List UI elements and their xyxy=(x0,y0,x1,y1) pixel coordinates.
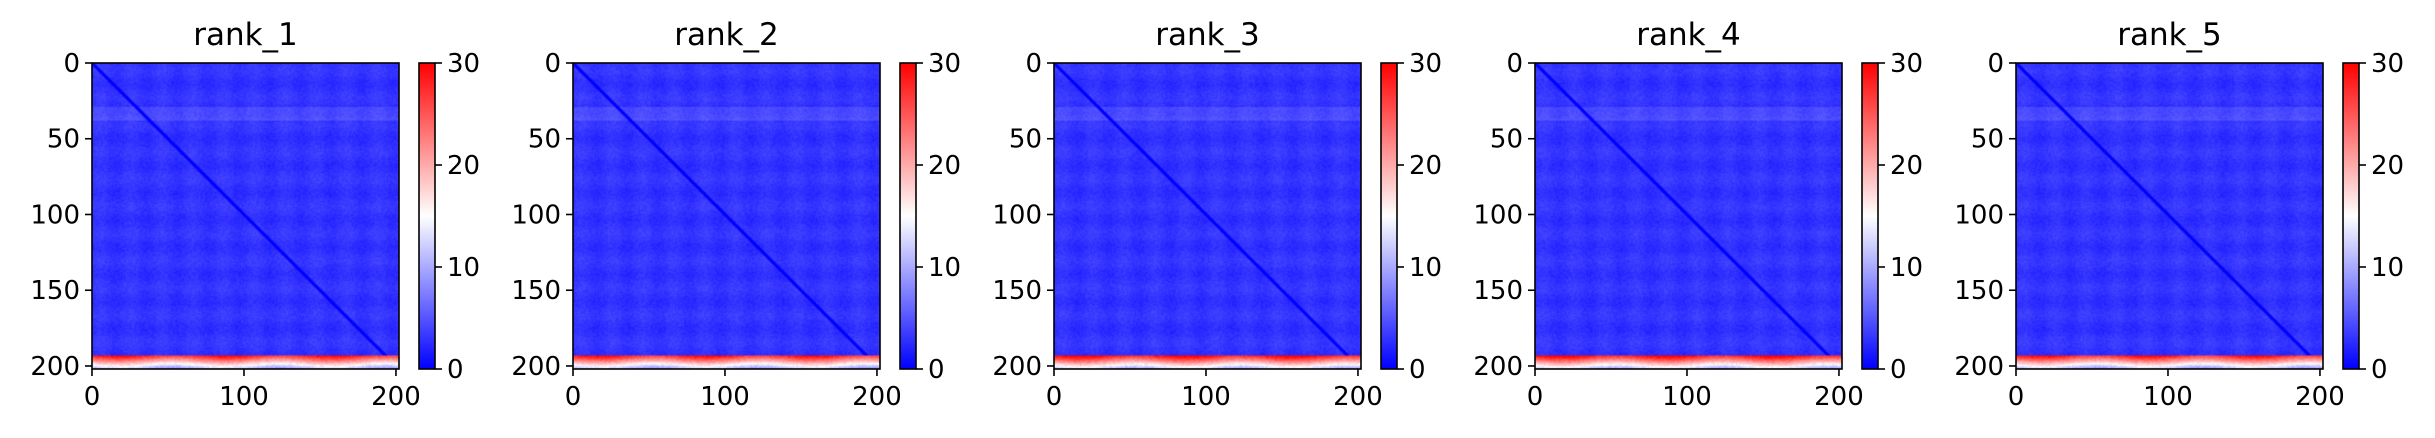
y-tick-label: 200 xyxy=(30,352,80,382)
colorbar-tick-label: 10 xyxy=(928,253,961,283)
y-tick-label: 0 xyxy=(63,49,80,79)
y-tick-label: 200 xyxy=(1954,352,2004,382)
colorbar-tick-label: 0 xyxy=(2371,355,2388,385)
y-tick-label: 0 xyxy=(544,49,561,79)
x-tick-label: 0 xyxy=(2008,382,2025,412)
x-tick-label: 200 xyxy=(371,382,421,412)
y-tick-label: 50 xyxy=(47,125,80,155)
colorbar-tick-label: 20 xyxy=(447,151,480,181)
colorbar-tick-label: 20 xyxy=(928,151,961,181)
x-tick-label: 100 xyxy=(1181,382,1231,412)
panel-title: rank_3 xyxy=(1155,17,1260,53)
panel-title: rank_4 xyxy=(1636,17,1741,53)
y-tick-label: 50 xyxy=(1009,125,1042,155)
x-tick-label: 100 xyxy=(2143,382,2193,412)
heatmap-image xyxy=(92,63,399,369)
y-tick-label: 150 xyxy=(1954,276,2004,306)
x-tick-label: 200 xyxy=(1814,382,1864,412)
colorbar-tick-label: 30 xyxy=(2371,49,2404,79)
plot-frame xyxy=(1534,62,1843,370)
colorbar-frame xyxy=(1380,62,1398,370)
x-tick-label: 100 xyxy=(219,382,269,412)
colorbar-tick-label: 10 xyxy=(447,253,480,283)
y-tick-label: 50 xyxy=(528,125,561,155)
x-tick-label: 100 xyxy=(1662,382,1712,412)
y-tick-label: 100 xyxy=(992,200,1042,230)
x-tick-label: 0 xyxy=(1046,382,1063,412)
y-tick-label: 100 xyxy=(1473,200,1523,230)
x-tick-label: 0 xyxy=(84,382,101,412)
colorbar xyxy=(1862,63,1878,369)
colorbar-tick-label: 20 xyxy=(1890,151,1923,181)
colorbar-tick-label: 20 xyxy=(1409,151,1442,181)
y-tick-label: 150 xyxy=(992,276,1042,306)
x-tick-label: 200 xyxy=(2295,382,2345,412)
colorbar xyxy=(1381,63,1397,369)
plot-frame xyxy=(1053,62,1362,370)
heatmap-image xyxy=(2016,63,2323,369)
x-tick-label: 0 xyxy=(565,382,582,412)
y-tick-label: 0 xyxy=(1987,49,2004,79)
panel-title: rank_5 xyxy=(2117,17,2222,53)
y-tick-label: 50 xyxy=(1971,125,2004,155)
colorbar-tick-label: 10 xyxy=(1890,253,1923,283)
panel-title: rank_2 xyxy=(674,17,779,53)
heatmap-image xyxy=(1054,63,1361,369)
colorbar-tick-label: 10 xyxy=(1409,253,1442,283)
colorbar-tick-label: 20 xyxy=(2371,151,2404,181)
y-tick-label: 0 xyxy=(1506,49,1523,79)
y-tick-label: 150 xyxy=(511,276,561,306)
x-tick-label: 100 xyxy=(700,382,750,412)
colorbar-tick-label: 30 xyxy=(447,49,480,79)
colorbar-tick-label: 10 xyxy=(2371,253,2404,283)
y-tick-label: 0 xyxy=(1025,49,1042,79)
colorbar-tick-label: 0 xyxy=(1890,355,1907,385)
colorbar-tick-label: 30 xyxy=(928,49,961,79)
x-tick-label: 200 xyxy=(852,382,902,412)
heatmap-image xyxy=(573,63,880,369)
x-tick-label: 0 xyxy=(1527,382,1544,412)
colorbar-frame xyxy=(2342,62,2360,370)
colorbar-frame xyxy=(899,62,917,370)
y-tick-label: 200 xyxy=(992,352,1042,382)
colorbar-tick-label: 30 xyxy=(1409,49,1442,79)
colorbar-frame xyxy=(1861,62,1879,370)
panel-title: rank_1 xyxy=(193,17,298,53)
y-tick-label: 100 xyxy=(30,200,80,230)
y-tick-label: 150 xyxy=(1473,276,1523,306)
y-tick-label: 200 xyxy=(1473,352,1523,382)
heatmap-image xyxy=(1535,63,1842,369)
y-tick-label: 100 xyxy=(1954,200,2004,230)
x-tick-label: 200 xyxy=(1333,382,1383,412)
colorbar xyxy=(419,63,435,369)
colorbar-tick-label: 0 xyxy=(928,355,945,385)
plot-frame xyxy=(2015,62,2324,370)
plot-frame xyxy=(572,62,881,370)
colorbar-tick-label: 30 xyxy=(1890,49,1923,79)
y-tick-label: 50 xyxy=(1490,125,1523,155)
colorbar xyxy=(900,63,916,369)
y-tick-label: 200 xyxy=(511,352,561,382)
plot-frame xyxy=(91,62,400,370)
y-tick-label: 100 xyxy=(511,200,561,230)
colorbar-tick-label: 0 xyxy=(447,355,464,385)
colorbar xyxy=(2343,63,2359,369)
y-tick-label: 150 xyxy=(30,276,80,306)
colorbar-frame xyxy=(418,62,436,370)
colorbar-tick-label: 0 xyxy=(1409,355,1426,385)
